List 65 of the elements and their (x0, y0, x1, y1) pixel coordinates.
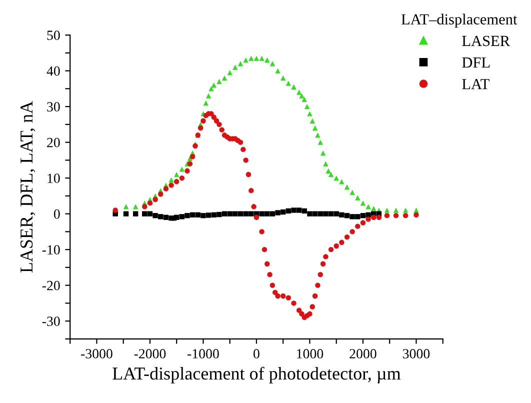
point (206, 212, 212, 218)
y-tick-label: -30 (42, 316, 60, 326)
point (132, 211, 138, 216)
y-tick-label: 0 (54, 209, 60, 219)
x-tick-label: -1000 (188, 349, 219, 358)
point (344, 212, 350, 218)
y-tick-label: 40 (46, 66, 60, 76)
y-tick-label: -20 (42, 280, 60, 290)
x-tick-label: -3000 (81, 349, 112, 358)
point (360, 212, 366, 218)
y-tick-label: 10 (48, 174, 60, 184)
point (232, 211, 238, 216)
point (366, 212, 371, 218)
point (318, 211, 323, 216)
point (328, 211, 334, 216)
point (195, 212, 200, 218)
point (200, 212, 206, 218)
point (355, 214, 360, 220)
point (243, 211, 248, 216)
point (142, 211, 148, 216)
point (264, 211, 270, 216)
point (302, 208, 307, 214)
point (152, 212, 158, 218)
y-tick-label: -10 (42, 245, 60, 255)
point (147, 211, 153, 216)
y-tick-label: 30 (47, 102, 60, 112)
point (275, 210, 280, 216)
point (323, 211, 328, 216)
point (307, 211, 312, 216)
point (216, 212, 222, 218)
point (163, 214, 169, 220)
point (123, 211, 129, 216)
point (312, 211, 318, 216)
point (334, 211, 339, 216)
point (179, 214, 185, 220)
x-tick-label: 1000 (297, 349, 324, 358)
x-tick-label: -2000 (134, 349, 166, 358)
point (174, 214, 180, 220)
point (158, 214, 164, 220)
point (280, 209, 286, 215)
point (339, 212, 344, 218)
x-tick-label: 2000 (350, 349, 376, 358)
point (184, 212, 190, 218)
legend-title: LAT–displacement (401, 14, 518, 28)
x-tick-label: 3000 (403, 349, 430, 358)
x-tick-label: 0 (254, 349, 260, 358)
point (190, 212, 196, 218)
point (291, 208, 296, 213)
legend-label: LASER (462, 36, 510, 46)
legend-label: DFL (462, 58, 490, 68)
point (286, 208, 292, 214)
point (270, 211, 276, 216)
point (248, 211, 254, 216)
point (211, 212, 216, 218)
point (222, 211, 228, 216)
point (350, 214, 355, 220)
point (296, 208, 302, 213)
legend-label: LAT (462, 79, 490, 90)
point (238, 211, 244, 216)
point (227, 211, 232, 216)
y-axis-title: LASER, DFL, LAT, nA (20, 101, 36, 273)
x-axis-title: LAT-displacement of photodetector, µm (112, 366, 401, 384)
point (259, 211, 264, 216)
y-tick-label: 20 (47, 138, 60, 148)
y-tick-label: 50 (47, 30, 60, 40)
